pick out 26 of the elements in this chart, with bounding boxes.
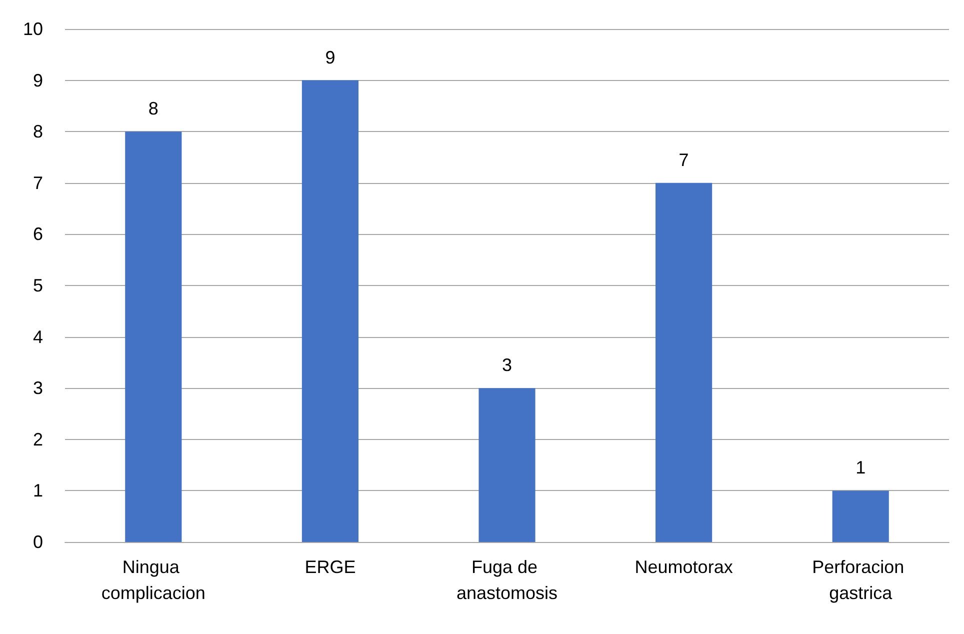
data-label: 9: [325, 47, 336, 68]
bar: [832, 490, 889, 542]
x-tick-label: Neumotorax: [634, 557, 733, 577]
data-label: 3: [502, 355, 512, 376]
x-tick-label: ERGE: [304, 557, 356, 577]
y-tick-label: 2: [32, 429, 43, 450]
data-label: 8: [148, 98, 158, 119]
bar: [478, 388, 536, 542]
bar: [656, 182, 712, 542]
x-tick-label: Perforacion gastrica: [812, 557, 910, 603]
y-tick-label: 0: [32, 532, 43, 552]
data-label: 1: [856, 458, 866, 478]
y-tick-label: 1: [32, 480, 43, 501]
y-tick-label: 6: [32, 224, 43, 244]
x-tick-label: Ningua complicacion: [101, 557, 206, 603]
y-tick-label: 9: [32, 70, 43, 90]
x-tick-label: Fuga de anastomosis: [456, 557, 558, 603]
y-tick-label: 3: [32, 378, 43, 398]
bar: [302, 80, 358, 542]
y-tick-label: 5: [32, 276, 43, 296]
data-label: 7: [678, 150, 689, 170]
y-tick-label: 4: [32, 326, 43, 347]
y-tick-label: 7: [32, 172, 43, 193]
bar: [125, 132, 182, 542]
y-tick-label: 8: [32, 122, 43, 142]
y-tick-label: 10: [22, 19, 43, 39]
